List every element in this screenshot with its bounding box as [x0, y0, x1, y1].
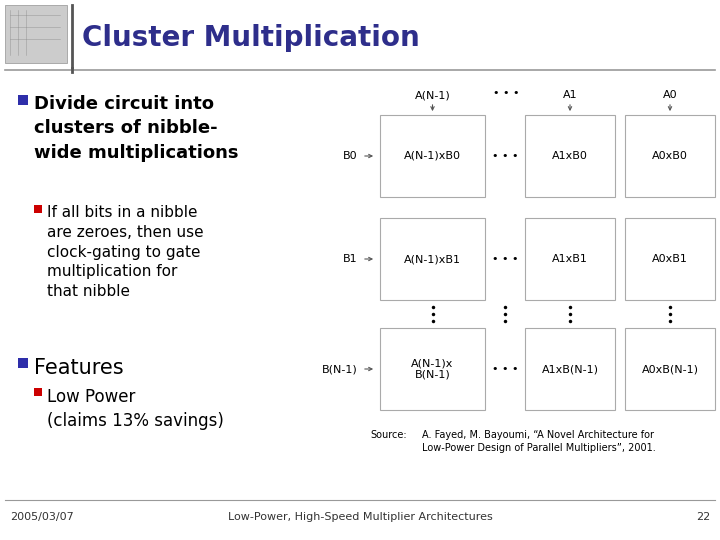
- Bar: [34, 205, 42, 213]
- Text: • • •: • • •: [493, 88, 520, 98]
- Bar: [34, 388, 42, 396]
- Text: A. Fayed, M. Bayoumi, “A Novel Architecture for
Low-Power Design of Parallel Mul: A. Fayed, M. Bayoumi, “A Novel Architect…: [422, 430, 656, 453]
- Text: B(N-1): B(N-1): [323, 364, 358, 374]
- Bar: [5, 5, 67, 63]
- Text: B1: B1: [343, 254, 358, 264]
- Text: A(N-1): A(N-1): [415, 90, 451, 100]
- Bar: [22, 18, 46, 40]
- Bar: [525, 218, 615, 300]
- Text: A(N-1)xB0: A(N-1)xB0: [404, 151, 461, 161]
- Text: A0: A0: [662, 90, 678, 100]
- Bar: [380, 115, 485, 197]
- Bar: [625, 328, 715, 410]
- Bar: [380, 328, 485, 410]
- Text: Low Power
(claims 13% savings): Low Power (claims 13% savings): [47, 388, 224, 430]
- Text: Divide circuit into
clusters of nibble-
wide multiplications: Divide circuit into clusters of nibble- …: [34, 95, 238, 161]
- Bar: [625, 218, 715, 300]
- Text: • • •: • • •: [492, 254, 518, 264]
- Text: • • •: • • •: [492, 151, 518, 161]
- Text: 22: 22: [696, 512, 710, 522]
- Text: A1xB(N-1): A1xB(N-1): [541, 364, 598, 374]
- Text: Source:: Source:: [370, 430, 407, 440]
- Text: A0xB0: A0xB0: [652, 151, 688, 161]
- Text: Low-Power, High-Speed Multiplier Architectures: Low-Power, High-Speed Multiplier Archite…: [228, 512, 492, 522]
- Text: A(N-1)x
B(N-1): A(N-1)x B(N-1): [411, 358, 454, 380]
- Bar: [18, 358, 28, 368]
- Text: If all bits in a nibble
are zeroes, then use
clock-gating to gate
multiplication: If all bits in a nibble are zeroes, then…: [47, 205, 204, 299]
- Bar: [625, 115, 715, 197]
- Text: B0: B0: [343, 151, 358, 161]
- Text: A1xB0: A1xB0: [552, 151, 588, 161]
- Text: A(N-1)xB1: A(N-1)xB1: [404, 254, 461, 264]
- Text: Features: Features: [34, 358, 124, 378]
- Bar: [525, 328, 615, 410]
- Text: • • •: • • •: [492, 364, 518, 374]
- Text: A0xB1: A0xB1: [652, 254, 688, 264]
- Text: A1: A1: [563, 90, 577, 100]
- Text: A1xB1: A1xB1: [552, 254, 588, 264]
- Text: Cluster Multiplication: Cluster Multiplication: [82, 24, 420, 52]
- Text: A0xB(N-1): A0xB(N-1): [642, 364, 698, 374]
- Bar: [380, 218, 485, 300]
- Text: 2005/03/07: 2005/03/07: [10, 512, 73, 522]
- Bar: [525, 115, 615, 197]
- Bar: [18, 95, 28, 105]
